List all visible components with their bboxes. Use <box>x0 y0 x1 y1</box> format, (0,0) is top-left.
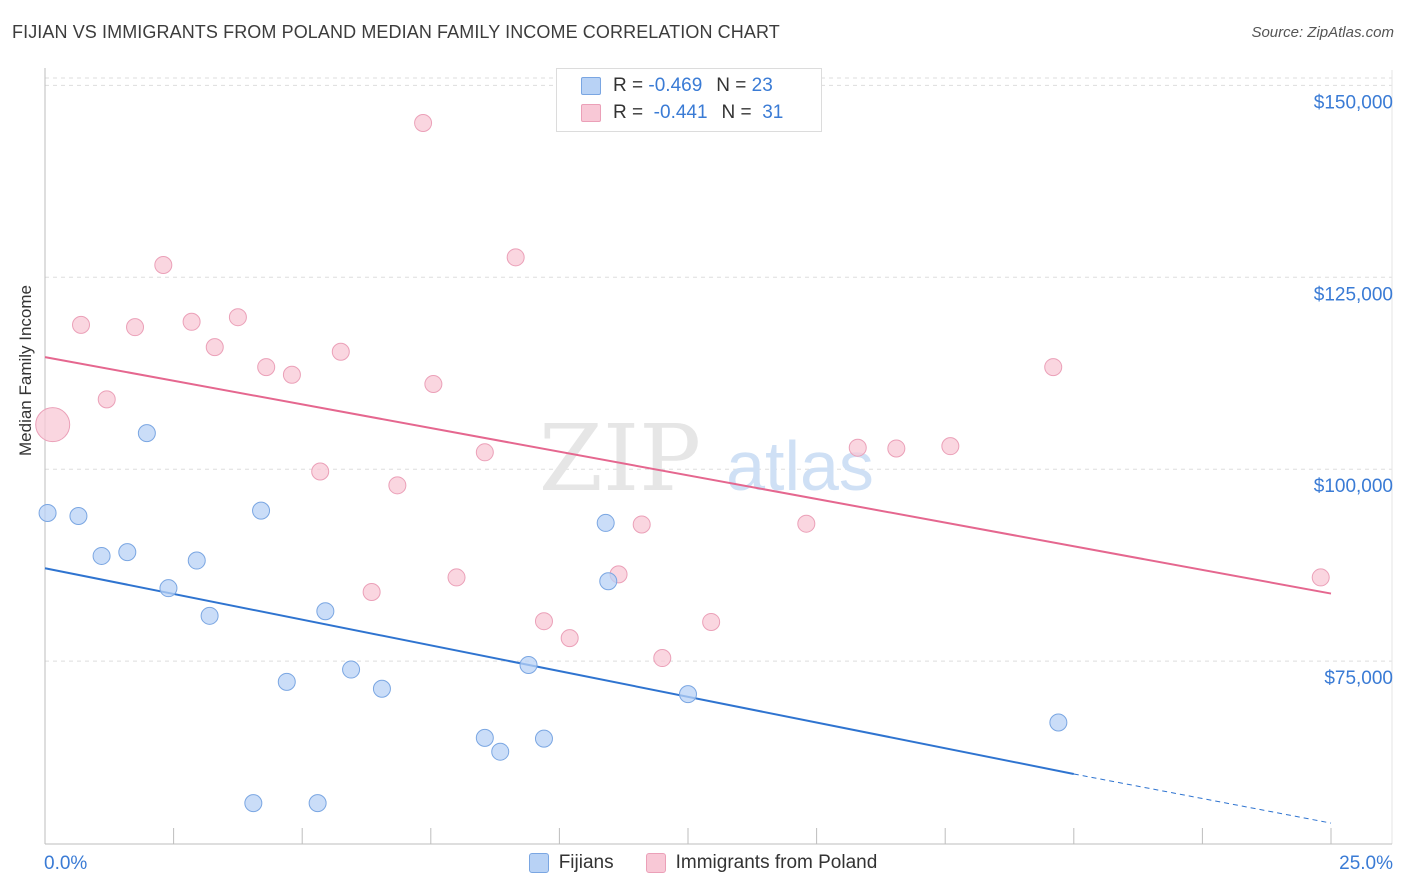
point-poland <box>506 248 525 267</box>
point-poland <box>182 312 201 331</box>
point-poland <box>475 443 494 462</box>
legend-r-value: -0.469 <box>648 75 703 96</box>
point-poland <box>97 390 116 409</box>
y-tick-label: $100,000 <box>1314 476 1393 497</box>
point-fijians <box>187 551 206 570</box>
tick-labels: $75,000 $100,000 $125,000 $150,000 0.0% 25.0% <box>44 92 1393 874</box>
point-fijians <box>534 729 553 748</box>
point-poland <box>848 438 867 457</box>
trend-line-fijians-extension <box>1073 773 1332 824</box>
series-legend: Fijians Immigrants from Poland <box>0 852 1406 874</box>
point-poland <box>887 439 906 458</box>
legend-n-value: 23 <box>751 75 773 96</box>
point-poland <box>1311 568 1330 587</box>
point-fijians <box>252 501 271 520</box>
legend-n-value: 31 <box>762 102 784 123</box>
watermark-atlas: atlas <box>726 427 874 505</box>
point-poland <box>311 462 330 481</box>
point-fijians <box>137 424 156 443</box>
point-poland <box>560 629 579 648</box>
point-fijians <box>277 672 296 691</box>
y-axis-label: Median Family Income <box>16 284 35 456</box>
y-tick-label: $75,000 <box>1324 668 1393 689</box>
point-fijians <box>519 655 538 674</box>
watermark: ZIP atlas <box>539 405 874 512</box>
point-fijians <box>491 742 510 761</box>
point-poland <box>447 568 466 587</box>
point-poland <box>35 407 71 443</box>
y-tick-label: $150,000 <box>1314 92 1393 113</box>
legend-row-fijians: R = -0.469 N = 23 <box>581 73 773 99</box>
point-poland <box>388 476 407 495</box>
point-fijians <box>118 543 137 562</box>
point-poland <box>414 113 433 132</box>
watermark-zip: ZIP <box>539 405 701 512</box>
source-label: Source: ZipAtlas.com <box>1251 24 1394 41</box>
point-poland <box>797 514 816 533</box>
legend-swatch-poland <box>645 853 666 873</box>
point-poland <box>362 583 381 602</box>
point-poland <box>228 308 247 327</box>
point-poland <box>154 255 173 274</box>
point-fijians <box>372 679 391 698</box>
legend-r-label: R = <box>613 102 644 123</box>
legend-n-label: N = <box>716 75 747 96</box>
point-fijians <box>308 794 327 813</box>
point-poland <box>632 515 651 534</box>
point-poland <box>282 365 301 384</box>
point-poland <box>257 358 276 377</box>
point-poland <box>1044 358 1063 377</box>
point-fijians <box>342 660 361 679</box>
point-fijians <box>679 685 697 704</box>
chart-title: FIJIAN VS IMMIGRANTS FROM POLAND MEDIAN … <box>12 22 780 42</box>
axes <box>44 68 1392 845</box>
point-fijians <box>200 606 219 625</box>
trend-line-fijians <box>44 567 1074 775</box>
legend-n-label: N = <box>721 102 752 123</box>
x-tick-label: 25.0% <box>1339 853 1393 874</box>
data-points <box>35 113 1330 813</box>
legend-swatch-poland <box>581 104 601 122</box>
point-poland <box>702 612 721 631</box>
point-fijians <box>475 728 494 747</box>
legend-row-poland: R = -0.441 N = 31 <box>581 100 783 126</box>
point-poland <box>205 338 224 357</box>
point-fijians <box>244 794 263 813</box>
point-poland <box>331 342 350 361</box>
x-tick-label: 0.0% <box>44 853 87 874</box>
point-fijians <box>92 546 111 565</box>
legend-r-label: R = <box>613 75 644 96</box>
legend-item-fijians[interactable]: Fijians <box>528 852 614 874</box>
point-poland <box>424 374 443 393</box>
point-poland <box>534 612 553 631</box>
point-poland <box>126 318 145 337</box>
point-poland <box>72 315 91 334</box>
point-fijians <box>599 572 618 591</box>
legend-r-value: -0.441 <box>653 102 708 123</box>
point-fijians <box>38 503 57 522</box>
correlation-legend: R = -0.469 N = 23 R = -0.441 N = 31 <box>556 68 822 132</box>
point-fijians <box>69 507 88 526</box>
trend-line-poland <box>44 356 1332 595</box>
trend-lines <box>44 356 1332 824</box>
point-fijians <box>596 513 615 532</box>
legend-label-fijians: Fijians <box>558 852 614 873</box>
point-fijians <box>316 602 335 621</box>
gridlines <box>45 70 1393 844</box>
legend-swatch-fijians <box>528 853 549 873</box>
legend-item-poland[interactable]: Immigrants from Poland <box>645 852 878 874</box>
point-fijians <box>159 579 178 598</box>
y-tick-label: $125,000 <box>1314 284 1393 305</box>
point-fijians <box>1049 713 1068 732</box>
point-poland <box>653 649 672 668</box>
legend-label-poland: Immigrants from Poland <box>675 852 878 873</box>
point-poland <box>941 437 960 456</box>
legend-swatch-fijians <box>581 77 601 95</box>
